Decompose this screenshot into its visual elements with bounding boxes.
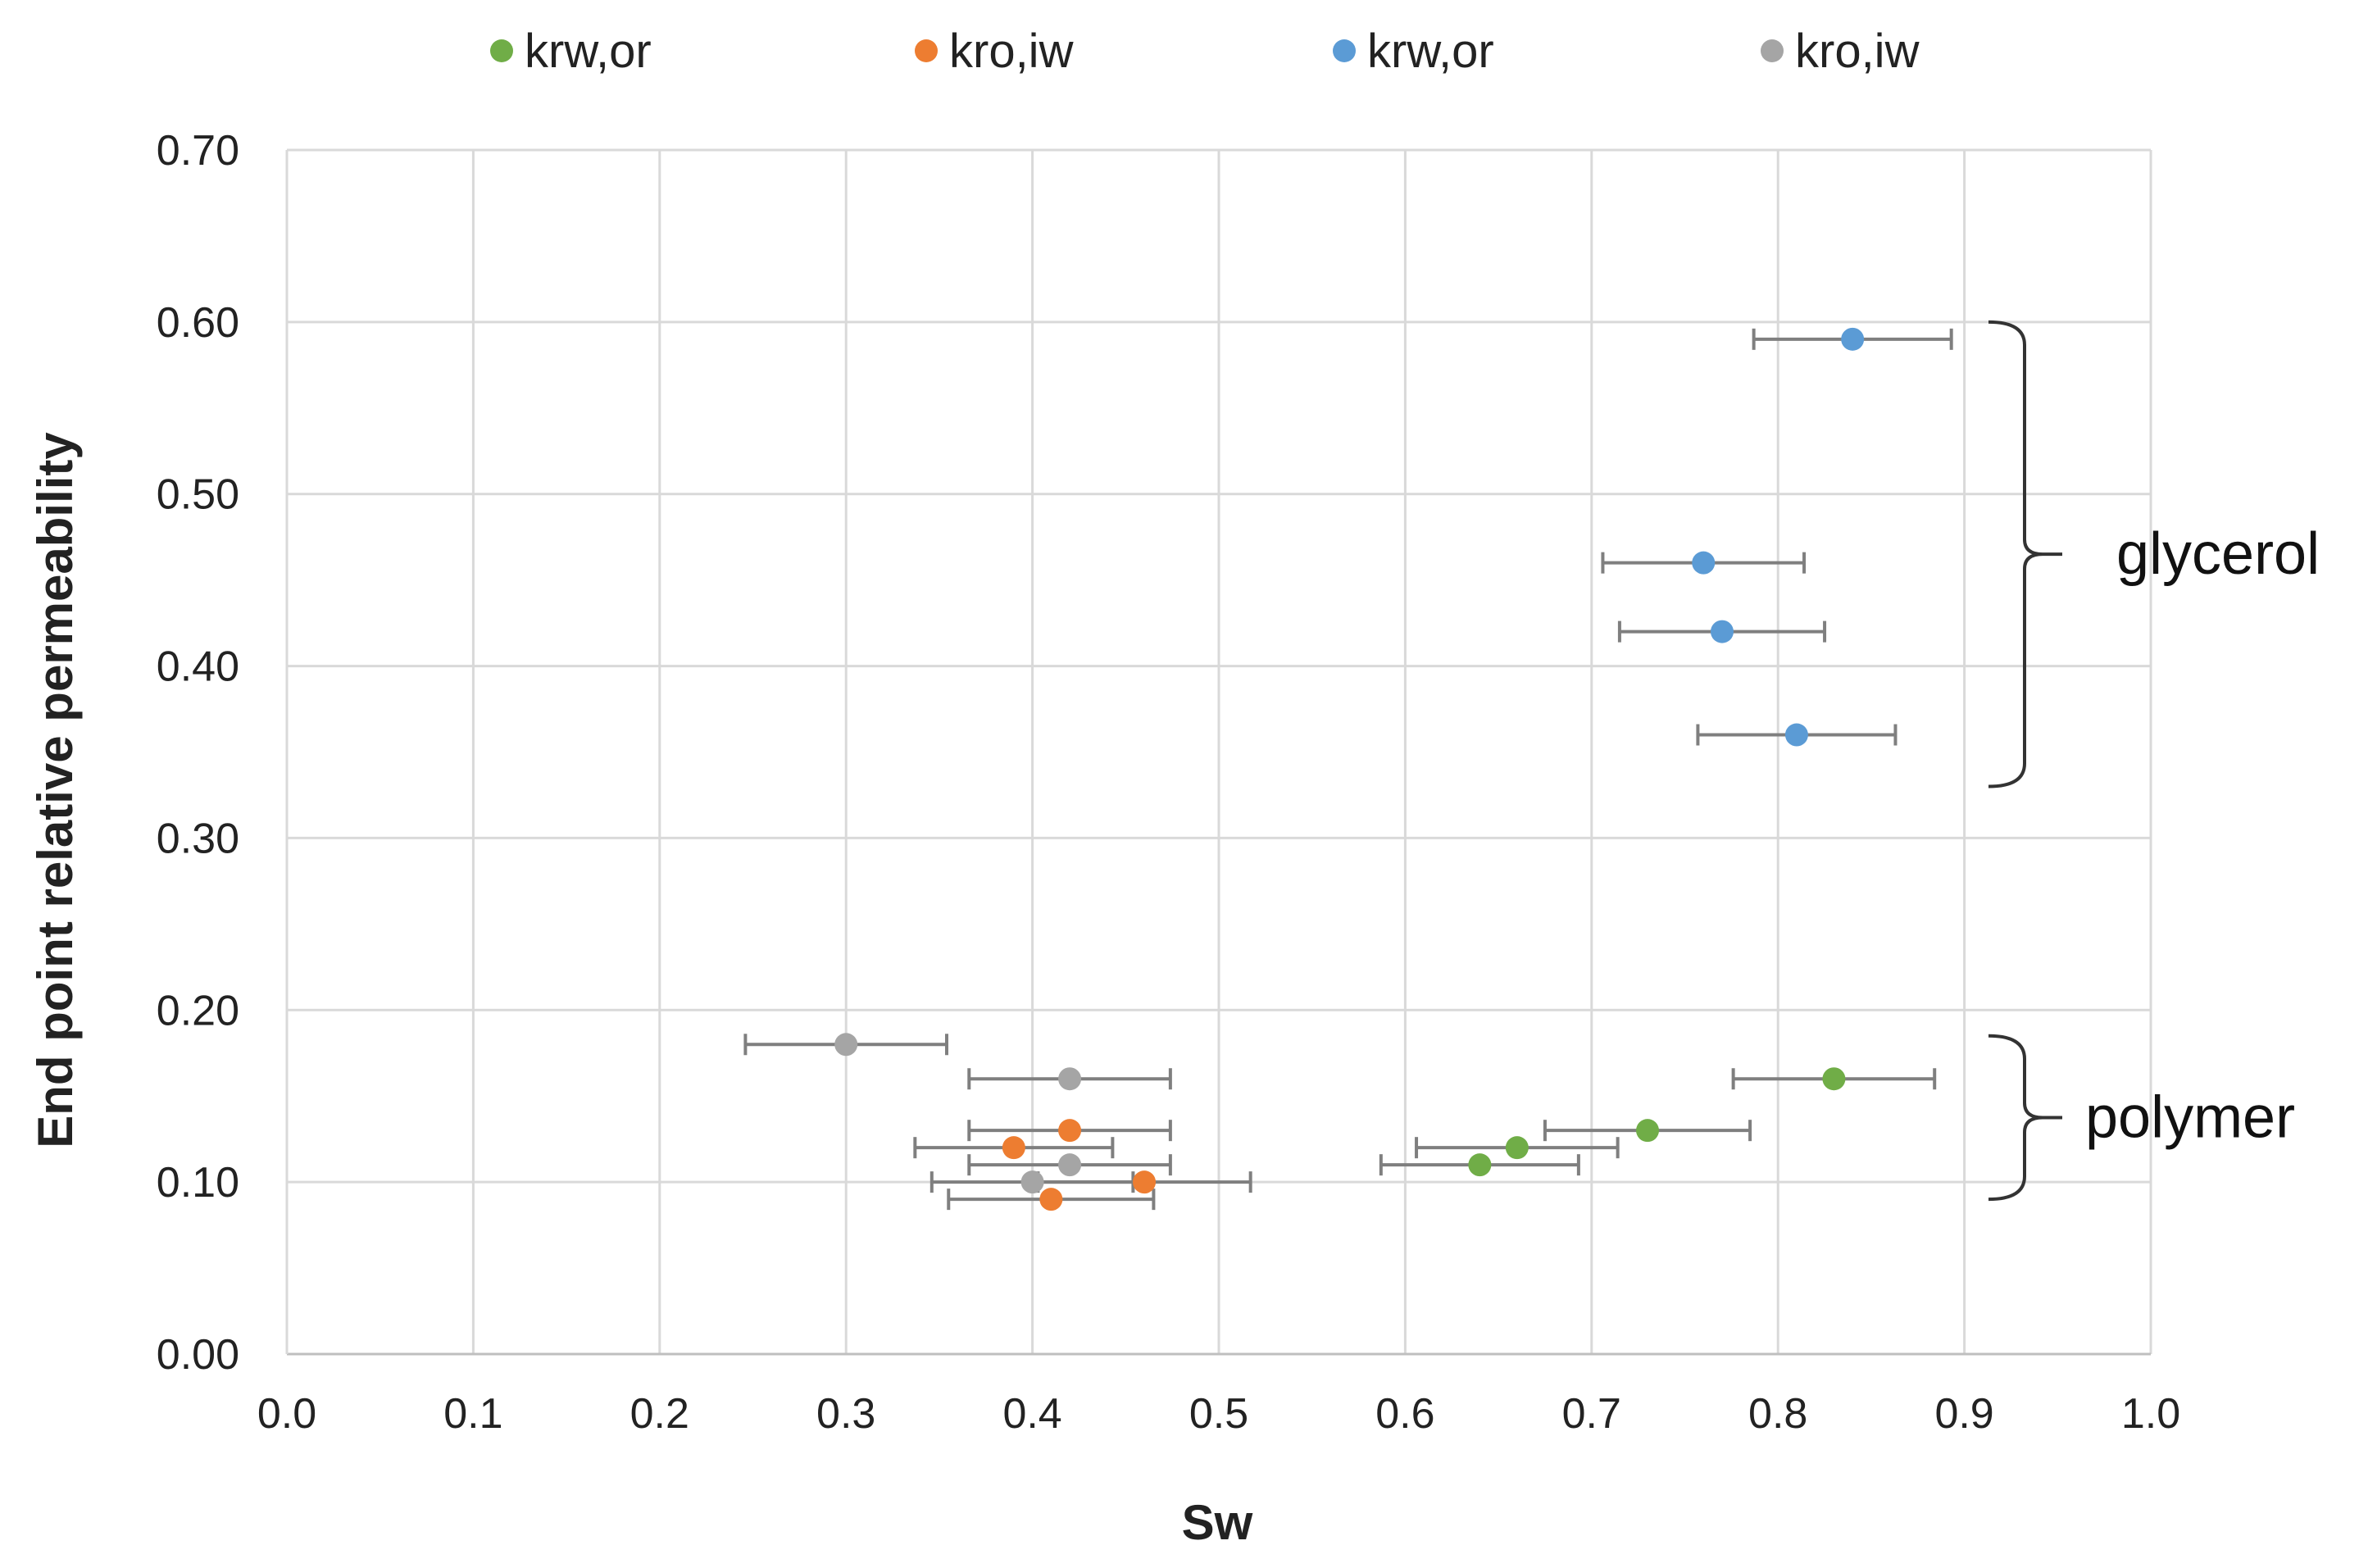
x-tick-label: 0.8 — [1748, 1390, 1807, 1438]
legend-label: kro,iw — [1795, 25, 1920, 78]
bracket-label: polymer — [2085, 1084, 2295, 1150]
legend-marker — [1333, 39, 1356, 62]
x-tick-label: 0.9 — [1934, 1390, 1993, 1438]
y-tick-label: 0.20 — [157, 987, 239, 1034]
x-tick-label: 0.1 — [443, 1390, 502, 1438]
legend-label: kro,iw — [949, 25, 1075, 78]
legend: krw,or kro,iw krw,or kro,iw — [490, 25, 1920, 78]
data-point — [1636, 1119, 1660, 1143]
data-point — [1822, 1067, 1846, 1091]
data-point — [1039, 1188, 1063, 1211]
data-point — [1058, 1119, 1082, 1143]
x-tick-label: 0.4 — [1002, 1390, 1061, 1438]
y-tick-label: 0.30 — [157, 815, 239, 862]
legend-marker — [490, 39, 513, 62]
y-tick-label: 0.60 — [157, 299, 239, 347]
data-point — [1841, 327, 1865, 351]
data-point — [1020, 1170, 1044, 1194]
y-tick-label: 0.10 — [157, 1159, 239, 1207]
x-tick-label: 0.0 — [257, 1390, 316, 1438]
legend-marker — [915, 39, 938, 62]
tick-label-layer: 0.0 0.1 0.2 0.3 0.4 0.5 0.6 0.7 0.8 0.9 1.0 0.00 0.1… — [157, 127, 2180, 1438]
data-point — [1002, 1136, 1025, 1160]
bracket — [1988, 1034, 2062, 1202]
x-tick-label: 1.0 — [2121, 1390, 2180, 1438]
data-point — [834, 1033, 858, 1057]
data-point — [1133, 1170, 1157, 1194]
legend-label: krw,or — [525, 25, 652, 78]
bracket — [1988, 320, 2062, 789]
x-tick-label: 0.6 — [1375, 1390, 1434, 1438]
y-tick-label: 0.50 — [157, 471, 239, 519]
data-point — [1710, 620, 1734, 643]
legend-label: krw,or — [1367, 25, 1494, 78]
grid-layer — [287, 148, 2152, 1354]
bracket-label: glycerol — [2116, 521, 2320, 587]
error-bar-layer — [743, 328, 1953, 1211]
annotation-layer: glycerol polymer — [1988, 320, 2320, 1202]
data-point — [1058, 1153, 1082, 1177]
points-layer — [834, 327, 1865, 1211]
data-point — [1058, 1067, 1082, 1091]
x-tick-label: 0.2 — [630, 1390, 689, 1438]
x-tick-label: 0.5 — [1189, 1390, 1248, 1438]
y-tick-label: 0.40 — [157, 643, 239, 691]
x-tick-label: 0.3 — [816, 1390, 875, 1438]
y-axis-title: End point relative permeability — [28, 432, 83, 1148]
x-axis-title: Sw — [1182, 1495, 1253, 1550]
y-tick-label: 0.70 — [157, 127, 239, 175]
x-tick-label: 0.7 — [1562, 1390, 1621, 1438]
data-point — [1692, 551, 1716, 575]
data-point — [1784, 723, 1808, 747]
axes-layer — [285, 150, 2151, 1356]
data-point — [1468, 1153, 1492, 1177]
legend-marker — [1761, 39, 1784, 62]
y-tick-label: 0.00 — [157, 1331, 239, 1379]
data-point — [1505, 1136, 1529, 1160]
